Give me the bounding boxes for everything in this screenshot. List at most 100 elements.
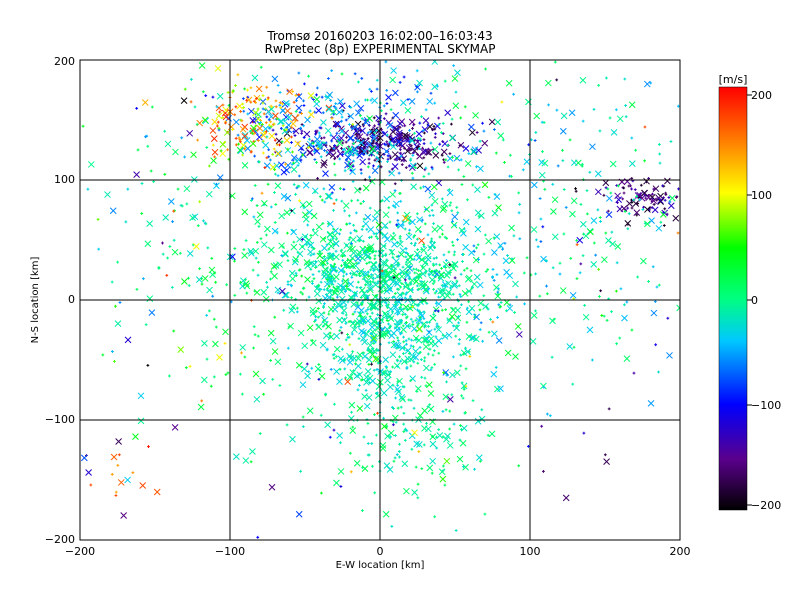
data-point-plus (475, 165, 478, 169)
data-point-plus (261, 107, 265, 111)
data-point-plus (348, 343, 352, 347)
data-point-plus (245, 291, 249, 295)
data-point-x (253, 289, 261, 296)
data-point-x (320, 119, 327, 126)
data-point-x (274, 286, 282, 294)
data-point-x (270, 263, 278, 270)
data-point-x (332, 273, 340, 281)
data-point-x (241, 252, 249, 259)
data-point-plus (205, 314, 209, 317)
data-point-plus (312, 277, 316, 280)
data-point-plus (451, 220, 454, 223)
data-point-x (309, 306, 317, 314)
data-point-plus (359, 171, 363, 175)
data-point-plus (372, 116, 376, 120)
data-point-x (431, 226, 439, 233)
data-point-x (650, 309, 658, 317)
data-point-x (430, 183, 438, 191)
data-point-plus (381, 275, 385, 279)
data-point-plus (604, 186, 608, 190)
data-point-plus (261, 101, 265, 105)
data-point-plus (333, 157, 337, 161)
data-point-x (474, 417, 482, 425)
data-point-plus (325, 278, 329, 281)
data-point-plus (389, 435, 393, 439)
data-point-plus (251, 268, 255, 272)
data-point-plus (275, 230, 279, 234)
data-point-plus (271, 152, 275, 156)
data-point-plus (630, 176, 634, 180)
data-point-plus (409, 364, 413, 368)
data-point-plus (373, 281, 377, 285)
data-point-x (453, 369, 461, 377)
data-point-plus (358, 272, 361, 276)
data-point-plus (518, 202, 522, 206)
data-point-x (336, 139, 344, 147)
data-point-plus (243, 355, 247, 359)
data-point-plus (388, 220, 392, 224)
data-point-plus (476, 243, 480, 247)
data-point-plus (226, 148, 229, 152)
data-point-plus (482, 294, 486, 298)
data-point-plus (395, 287, 399, 291)
data-point-x (538, 158, 546, 166)
data-point-plus (255, 97, 258, 100)
data-point-plus (350, 410, 353, 414)
data-point-x (664, 177, 671, 185)
data-point-plus (294, 271, 298, 275)
data-point-plus (261, 94, 265, 97)
data-point-plus (396, 310, 400, 313)
data-point-x (347, 415, 355, 422)
data-point-plus (431, 213, 435, 217)
data-point-plus (634, 148, 638, 152)
data-point-plus (341, 148, 345, 152)
data-point-x (186, 250, 194, 257)
data-point-plus (340, 72, 344, 76)
data-point-plus (419, 318, 423, 321)
colorbar: [m/s] 200 100 0 −100 −200 (719, 73, 782, 512)
data-point-plus (440, 131, 443, 135)
data-point-x (359, 127, 366, 135)
data-point-x (391, 151, 399, 158)
data-point-x (393, 341, 400, 349)
data-point-plus (442, 371, 446, 375)
data-point-plus (417, 147, 421, 151)
data-point-x (433, 270, 441, 278)
data-point-plus (404, 247, 408, 251)
data-point-plus (327, 284, 331, 288)
data-point-plus (268, 158, 272, 162)
data-point-plus (399, 199, 403, 203)
data-point-plus (285, 128, 289, 132)
data-point-x (452, 102, 460, 110)
data-point-x (582, 313, 590, 321)
data-point-x (412, 353, 420, 361)
data-point-plus (545, 284, 548, 288)
data-point-plus (241, 153, 245, 157)
data-point-plus (338, 367, 342, 371)
data-point-x (349, 262, 356, 270)
data-point-plus (496, 290, 500, 294)
data-point-plus (434, 132, 437, 136)
data-point-x (396, 240, 404, 248)
data-point-plus (269, 104, 273, 108)
data-point-x (260, 288, 268, 296)
data-point-x (551, 196, 559, 204)
data-point-x (326, 288, 333, 296)
data-point-x (256, 211, 264, 219)
data-point-plus (345, 135, 348, 139)
data-point-plus (307, 74, 310, 78)
data-point-plus (391, 423, 395, 427)
data-point-plus (359, 168, 363, 172)
data-point-plus (417, 145, 421, 149)
data-point-x (485, 237, 492, 245)
data-point-x (391, 241, 398, 248)
data-point-plus (211, 143, 215, 147)
data-point-x (515, 331, 523, 338)
data-point-x (551, 233, 559, 241)
data-point-plus (218, 110, 222, 114)
data-point-plus (347, 288, 351, 291)
data-point-plus (404, 255, 408, 259)
data-point-plus (495, 273, 499, 277)
data-point-plus (274, 203, 278, 206)
data-point-plus (433, 362, 437, 366)
